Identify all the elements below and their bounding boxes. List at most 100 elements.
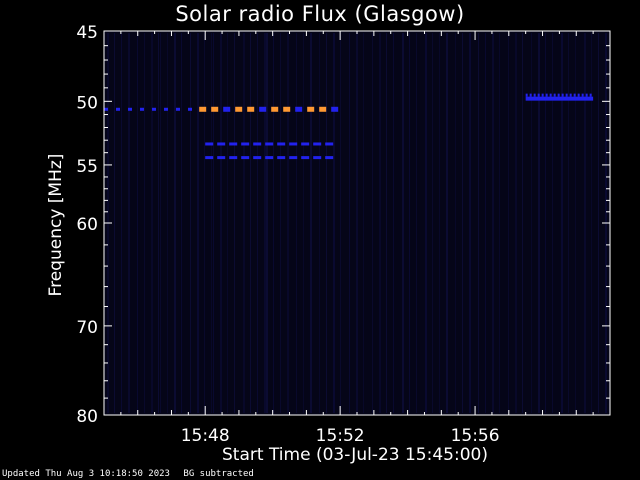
burst-dash xyxy=(265,142,274,146)
noise-streak xyxy=(492,33,494,413)
burst-dash xyxy=(301,156,310,160)
burst-tick xyxy=(573,93,576,97)
noise-streak xyxy=(499,33,500,413)
noise-streak xyxy=(167,33,168,413)
noise-streak xyxy=(257,33,258,413)
noise-streak xyxy=(515,33,517,413)
background-note: BG subtracted xyxy=(183,469,254,479)
noise-streak xyxy=(204,33,205,413)
noise-streak xyxy=(568,33,569,413)
noise-streak xyxy=(531,33,532,413)
noise-streak xyxy=(266,33,268,413)
burst-dash xyxy=(176,107,180,111)
noise-streak xyxy=(151,33,153,413)
burst-dash xyxy=(277,156,286,160)
burst-tick xyxy=(569,93,572,97)
burst-dash xyxy=(331,106,339,112)
y-tick-label: 50 xyxy=(76,93,98,113)
burst-dash xyxy=(229,156,238,160)
burst-tick xyxy=(561,93,564,97)
burst-dash xyxy=(247,106,255,112)
noise-streak xyxy=(372,33,373,413)
burst-dash xyxy=(265,156,274,160)
noise-streak xyxy=(220,33,222,413)
burst-dash xyxy=(307,106,315,112)
y-tick-label: 45 xyxy=(76,23,98,43)
burst-dash xyxy=(211,106,219,112)
x-tick-label: 15:52 xyxy=(316,426,365,446)
noise-streak xyxy=(363,33,364,413)
burst-dash xyxy=(140,107,144,111)
noise-streak xyxy=(264,33,266,413)
burst-dash xyxy=(217,156,226,160)
x-axis-label: Start Time (03-Jul-23 15:45:00) xyxy=(222,445,488,465)
burst-dash xyxy=(313,156,322,160)
burst-dash xyxy=(271,106,279,112)
noise-streak xyxy=(462,33,463,413)
noise-streak xyxy=(409,33,410,413)
burst-dash xyxy=(325,142,334,146)
burst-tick xyxy=(589,93,592,97)
burst-dash xyxy=(229,142,238,146)
noise-streak xyxy=(393,33,394,413)
noise-streak xyxy=(296,33,297,413)
noise-streak xyxy=(584,33,586,413)
noise-streak xyxy=(273,33,274,413)
noise-streak xyxy=(340,33,341,413)
y-tick-label: 80 xyxy=(76,407,98,427)
updated-timestamp: Updated Thu Aug 3 10:18:50 2023 xyxy=(2,469,170,479)
noise-streak xyxy=(174,33,176,413)
noise-streak xyxy=(508,33,509,413)
burst-dash xyxy=(241,156,250,160)
burst-tick xyxy=(565,93,568,97)
noise-streak xyxy=(333,33,335,413)
noise-streak xyxy=(280,33,281,413)
noise-streak xyxy=(234,33,235,413)
burst-dash xyxy=(205,142,214,146)
burst-dash xyxy=(301,142,310,146)
burst-dash xyxy=(104,107,108,111)
noise-streak xyxy=(181,33,182,413)
noise-streak xyxy=(303,33,304,413)
noise-streak xyxy=(128,33,130,413)
noise-streak xyxy=(485,33,486,413)
burst-dash xyxy=(253,156,262,160)
noise-streak xyxy=(356,33,358,413)
burst-dash xyxy=(325,156,334,160)
burst-dash xyxy=(283,106,291,112)
burst-dash xyxy=(313,142,322,146)
burst-dash xyxy=(319,106,327,112)
noise-streak xyxy=(386,33,387,413)
noise-streak xyxy=(213,33,214,413)
burst-tick xyxy=(553,93,556,97)
noise-streak xyxy=(310,33,312,413)
noise-streak xyxy=(326,33,327,413)
burst-dash xyxy=(164,107,168,111)
burst-dash xyxy=(152,107,156,111)
burst-dash xyxy=(128,107,132,111)
burst-dash xyxy=(259,106,267,112)
burst-tick xyxy=(529,93,532,97)
noise-streak xyxy=(144,33,145,413)
noise-streak xyxy=(137,33,138,413)
burst-dash xyxy=(217,142,226,146)
y-tick-label: 55 xyxy=(76,157,98,177)
noise-streak xyxy=(197,33,199,413)
noise-streak xyxy=(425,33,427,413)
burst-band xyxy=(525,96,594,101)
noise-streak xyxy=(114,33,115,413)
noise-streak xyxy=(416,33,417,413)
noise-streak xyxy=(478,33,479,413)
burst-dash xyxy=(223,106,231,112)
y-tick-label: 70 xyxy=(76,318,98,338)
burst-tick xyxy=(541,93,544,97)
burst-dash xyxy=(289,142,298,146)
burst-tick xyxy=(533,93,536,97)
noise-streak xyxy=(552,33,553,413)
burst-tick xyxy=(525,93,528,97)
noise-streak xyxy=(250,33,251,413)
noise-streak xyxy=(469,33,471,413)
burst-tick xyxy=(577,93,580,97)
burst-dash xyxy=(205,156,214,160)
noise-streak xyxy=(545,33,546,413)
